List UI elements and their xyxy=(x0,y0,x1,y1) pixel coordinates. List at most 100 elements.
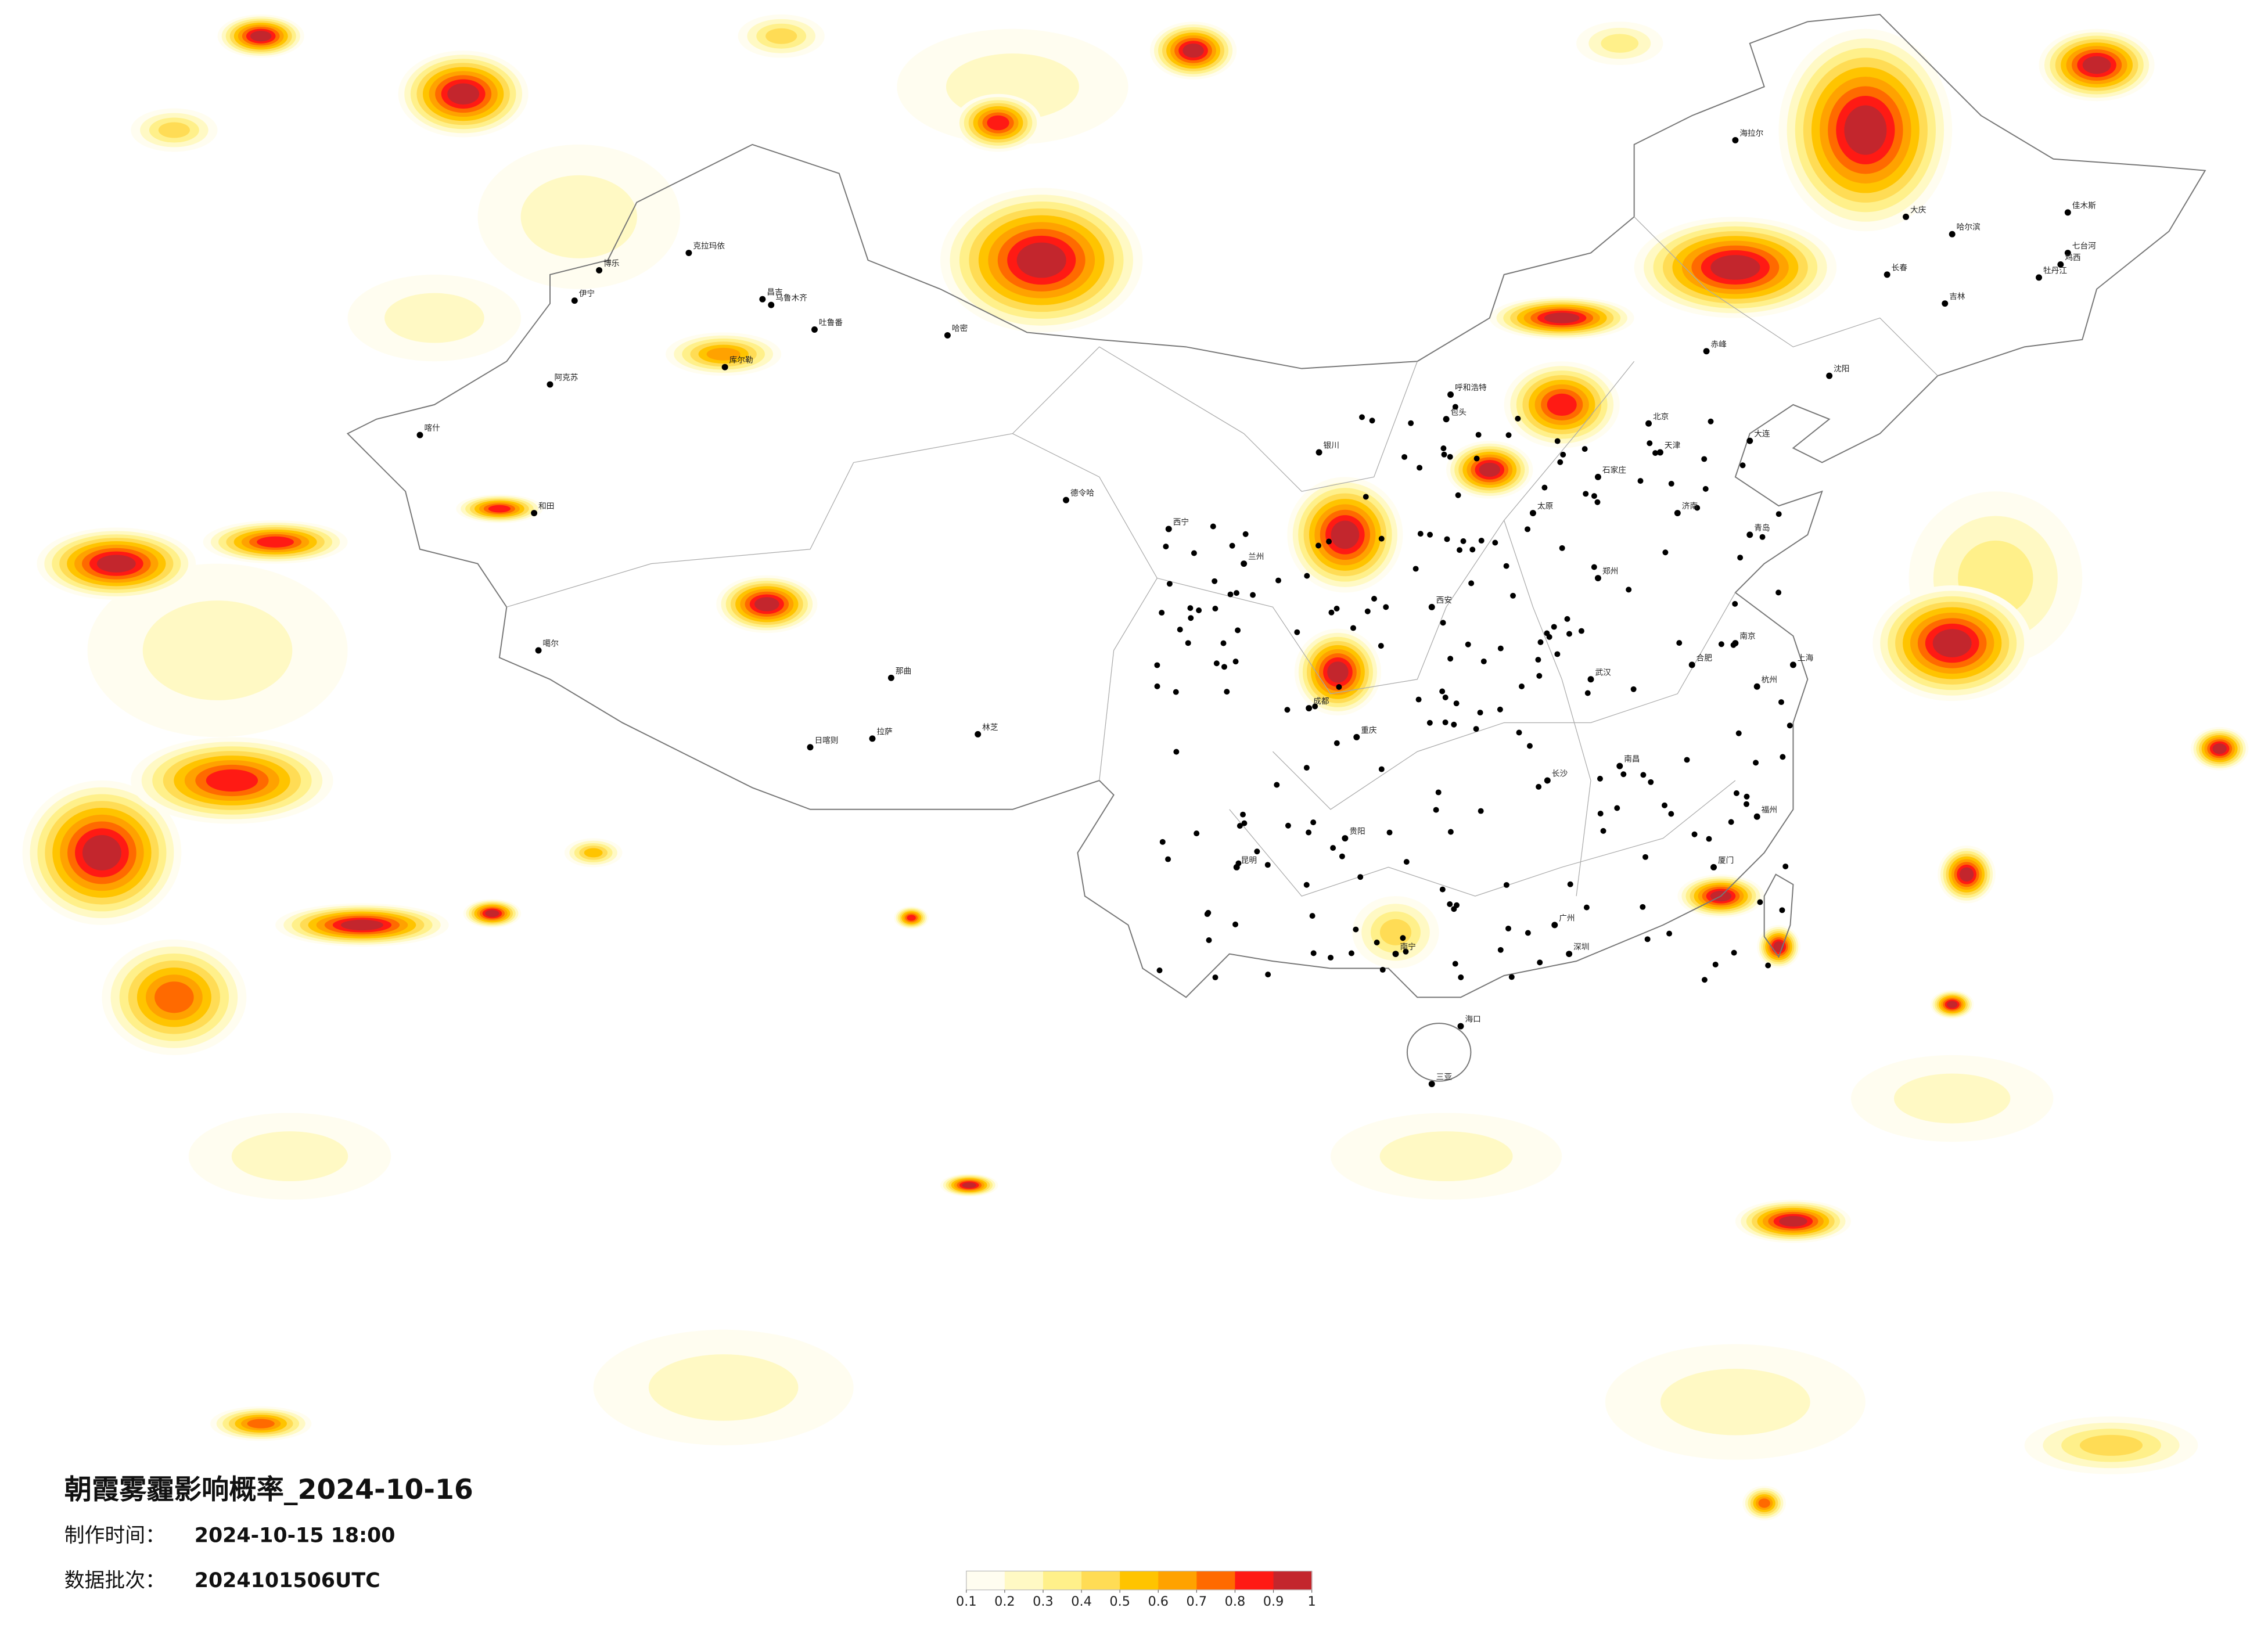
city-dot xyxy=(1328,609,1335,616)
colorbar-cell xyxy=(1120,1571,1159,1590)
city-dot xyxy=(535,647,542,654)
city-dot xyxy=(1544,630,1550,636)
haze-patch xyxy=(1844,105,1887,155)
city-dot xyxy=(1334,606,1340,611)
colorbar-tick-label: 0.3 xyxy=(1033,1594,1054,1609)
haze-patch xyxy=(257,536,294,548)
city-dot xyxy=(596,267,603,274)
haze-patch xyxy=(1544,312,1580,323)
city-dot xyxy=(1408,420,1414,426)
city-dot xyxy=(1460,538,1467,544)
city-label: 上海 xyxy=(1798,653,1814,663)
city-dot xyxy=(1510,592,1516,599)
city-dot xyxy=(1744,801,1749,807)
province-borders xyxy=(506,216,1938,897)
city-dot xyxy=(1688,661,1695,668)
city-label: 杭州 xyxy=(1762,675,1777,685)
city-dot xyxy=(1212,605,1219,611)
city-dot xyxy=(1224,689,1230,695)
city-dot xyxy=(1640,772,1647,778)
city-dot xyxy=(416,431,423,438)
city-dot xyxy=(1884,271,1890,278)
city-dot xyxy=(1309,913,1315,919)
city-dot xyxy=(1457,1023,1464,1030)
city-dot xyxy=(1294,629,1300,635)
city-label: 乌鲁木齐 xyxy=(775,294,807,303)
colorbar-tick-label: 0.7 xyxy=(1187,1594,1207,1609)
city-dot xyxy=(1583,904,1590,911)
city-label: 太原 xyxy=(1537,502,1553,511)
city-dot xyxy=(1775,511,1782,517)
city-dot xyxy=(1458,974,1464,980)
city-dot xyxy=(1582,446,1588,452)
city-dot xyxy=(1063,497,1069,503)
haze-patch xyxy=(907,915,916,921)
info-label: 制作时间： xyxy=(64,1524,166,1548)
city-dot xyxy=(2036,274,2043,281)
city-dot xyxy=(1554,438,1561,444)
colorbar-cell xyxy=(1081,1571,1120,1590)
city-dot xyxy=(1428,603,1435,610)
haze-patch xyxy=(1601,34,1639,53)
city-dot xyxy=(1505,432,1512,438)
city-label: 哈尔滨 xyxy=(1957,223,1981,232)
city-dot xyxy=(2064,250,2071,257)
city-dot xyxy=(1591,564,1597,570)
haze-patch xyxy=(765,28,797,44)
hainan-border xyxy=(1406,1023,1472,1082)
city-dot xyxy=(1212,578,1218,584)
city-dot xyxy=(1452,961,1458,967)
city-dot xyxy=(1284,707,1291,713)
city-dot xyxy=(1702,485,1709,492)
city-dot xyxy=(1473,726,1479,732)
city-dot xyxy=(1475,431,1482,438)
city-dot xyxy=(1254,848,1260,855)
city-dot xyxy=(1177,627,1183,633)
city-dot xyxy=(1274,782,1280,788)
city-dot xyxy=(1392,951,1399,958)
haze-patch xyxy=(584,848,603,858)
city-dot xyxy=(1778,699,1784,706)
taiwan-border xyxy=(1763,873,1794,958)
city-dot xyxy=(1536,783,1542,790)
city-dot xyxy=(547,381,553,388)
city-dot xyxy=(1525,930,1531,936)
haze-patch xyxy=(154,981,194,1013)
city-dot xyxy=(1383,604,1389,610)
city-dot xyxy=(1206,937,1212,943)
city-dot xyxy=(1265,972,1271,978)
haze-patch xyxy=(1959,867,1974,882)
city-label: 拉萨 xyxy=(876,727,892,736)
city-dot xyxy=(1447,656,1454,662)
city-dot xyxy=(721,364,728,370)
city-dot xyxy=(1739,462,1746,469)
city-label: 石家庄 xyxy=(1602,465,1626,475)
city-dot xyxy=(1241,560,1248,567)
city-label: 昌吉 xyxy=(767,288,782,297)
city-dot xyxy=(1353,733,1360,740)
city-dot xyxy=(1444,536,1450,542)
city-dot xyxy=(1691,831,1698,837)
city-dot xyxy=(1554,651,1561,657)
city-dot xyxy=(1310,950,1317,956)
haze-patch xyxy=(1660,1368,1810,1436)
city-dot xyxy=(685,250,692,257)
city-label: 南宁 xyxy=(1400,942,1415,952)
city-dot xyxy=(1310,819,1317,826)
city-dot xyxy=(1235,627,1241,634)
city-dot xyxy=(1154,683,1160,689)
haze-patch xyxy=(1331,520,1360,549)
city-dot xyxy=(1173,689,1179,695)
mainland-border xyxy=(346,13,2206,998)
haze-patch xyxy=(754,597,779,611)
city-dot xyxy=(1594,473,1601,480)
haze-patch xyxy=(1779,1215,1807,1227)
city-dot xyxy=(1718,641,1724,647)
city-dot xyxy=(1443,416,1450,423)
city-dot xyxy=(1701,977,1708,983)
city-label: 克拉玛依 xyxy=(693,242,725,251)
china-outline xyxy=(346,13,2206,1082)
city-dot xyxy=(1478,808,1484,814)
city-dot xyxy=(1336,684,1342,690)
city-dot xyxy=(1451,721,1457,728)
